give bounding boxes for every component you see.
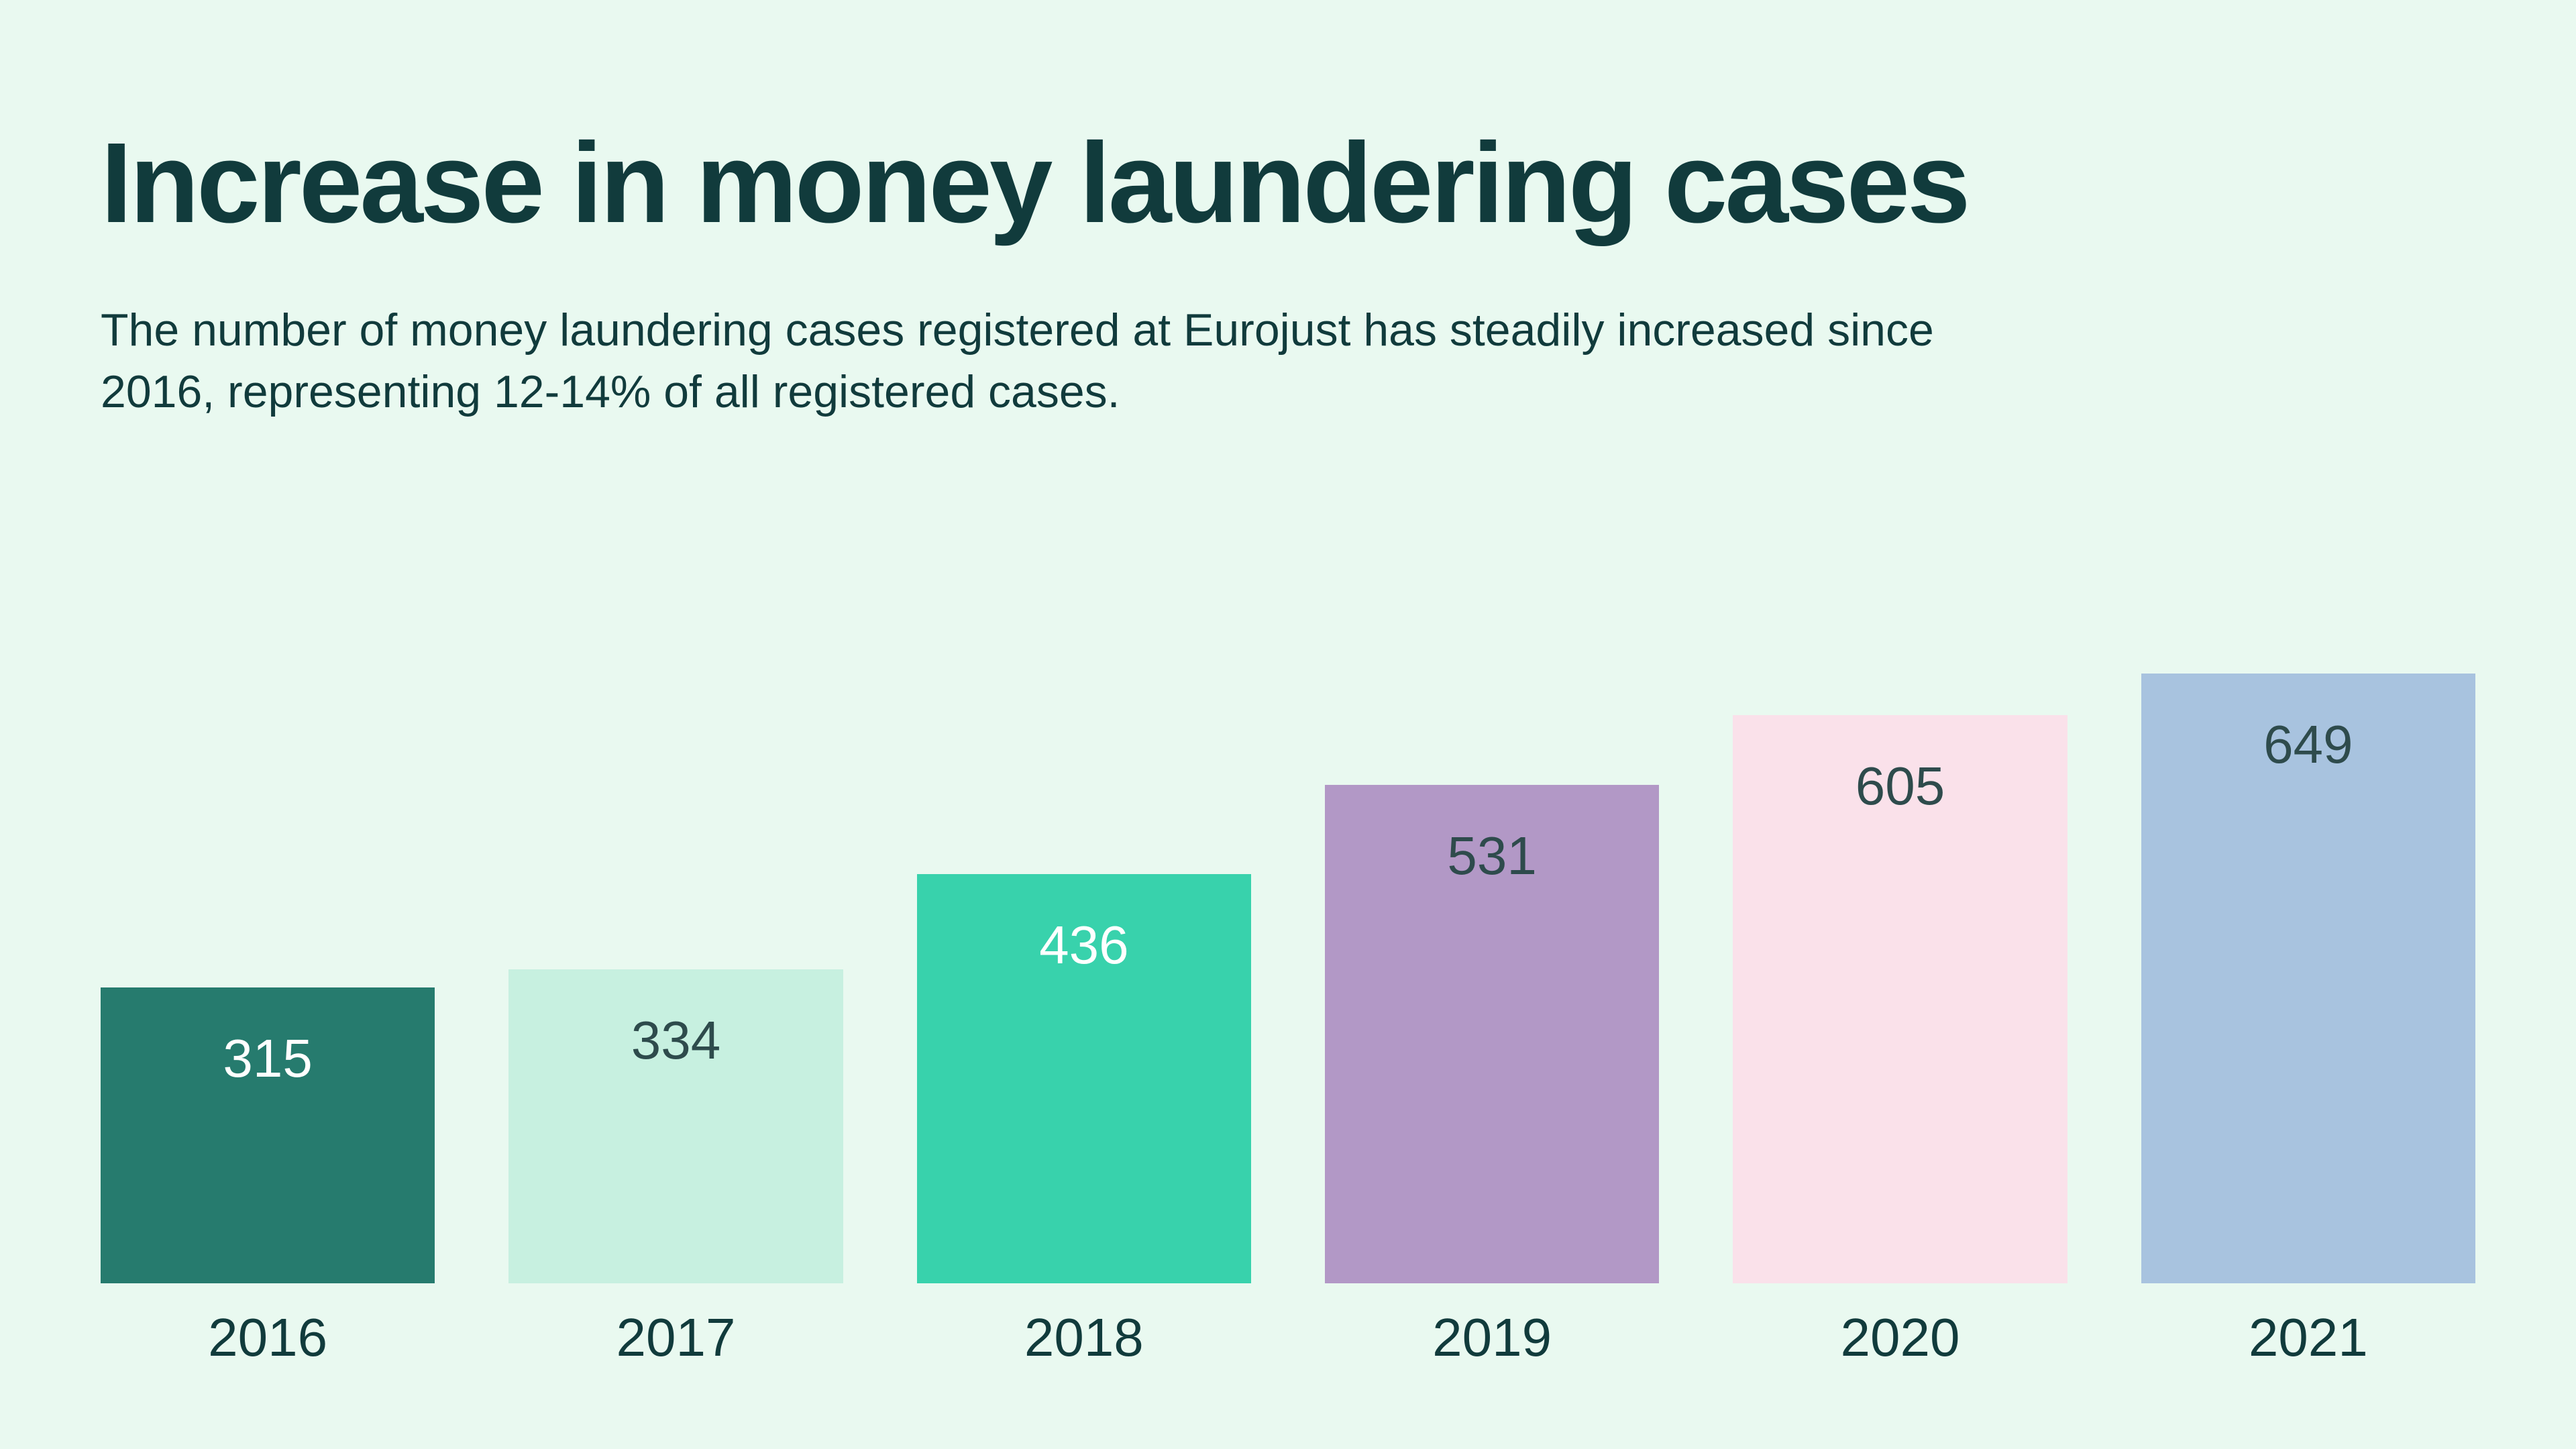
- bar: 649: [2141, 674, 2475, 1283]
- bar-category-label: 2019: [1432, 1307, 1552, 1368]
- bar-group: 436 2018: [917, 874, 1251, 1368]
- chart-title: Increase in money laundering cases: [101, 121, 2475, 246]
- bar: 315: [101, 987, 435, 1283]
- bar: 531: [1325, 785, 1659, 1283]
- bar-category-label: 2020: [1840, 1307, 1960, 1368]
- bar-value-label: 605: [1856, 755, 1945, 817]
- bar-group: 531 2019: [1325, 785, 1659, 1368]
- bar: 605: [1733, 715, 2067, 1283]
- chart-subtitle: The number of money laundering cases reg…: [101, 300, 1979, 423]
- bar-value-label: 315: [223, 1028, 312, 1089]
- bar-group: 334 2017: [508, 969, 843, 1368]
- bar-category-label: 2016: [208, 1307, 327, 1368]
- bar-chart-area: 315 2016 334 2017 436 2018 531 2019: [101, 504, 2475, 1368]
- bar-value-label: 531: [1447, 825, 1536, 887]
- bar-category-label: 2021: [2249, 1307, 2368, 1368]
- bar-category-label: 2017: [616, 1307, 736, 1368]
- bar: 334: [508, 969, 843, 1283]
- bar-category-label: 2018: [1024, 1307, 1144, 1368]
- bar: 436: [917, 874, 1251, 1283]
- chart-container: Increase in money laundering cases The n…: [0, 0, 2576, 1449]
- bar-value-label: 436: [1039, 914, 1128, 976]
- bar-group: 315 2016: [101, 987, 435, 1368]
- bar-group: 605 2020: [1733, 715, 2067, 1368]
- bar-value-label: 334: [631, 1010, 720, 1071]
- bar-group: 649 2021: [2141, 674, 2475, 1368]
- bar-value-label: 649: [2263, 714, 2353, 775]
